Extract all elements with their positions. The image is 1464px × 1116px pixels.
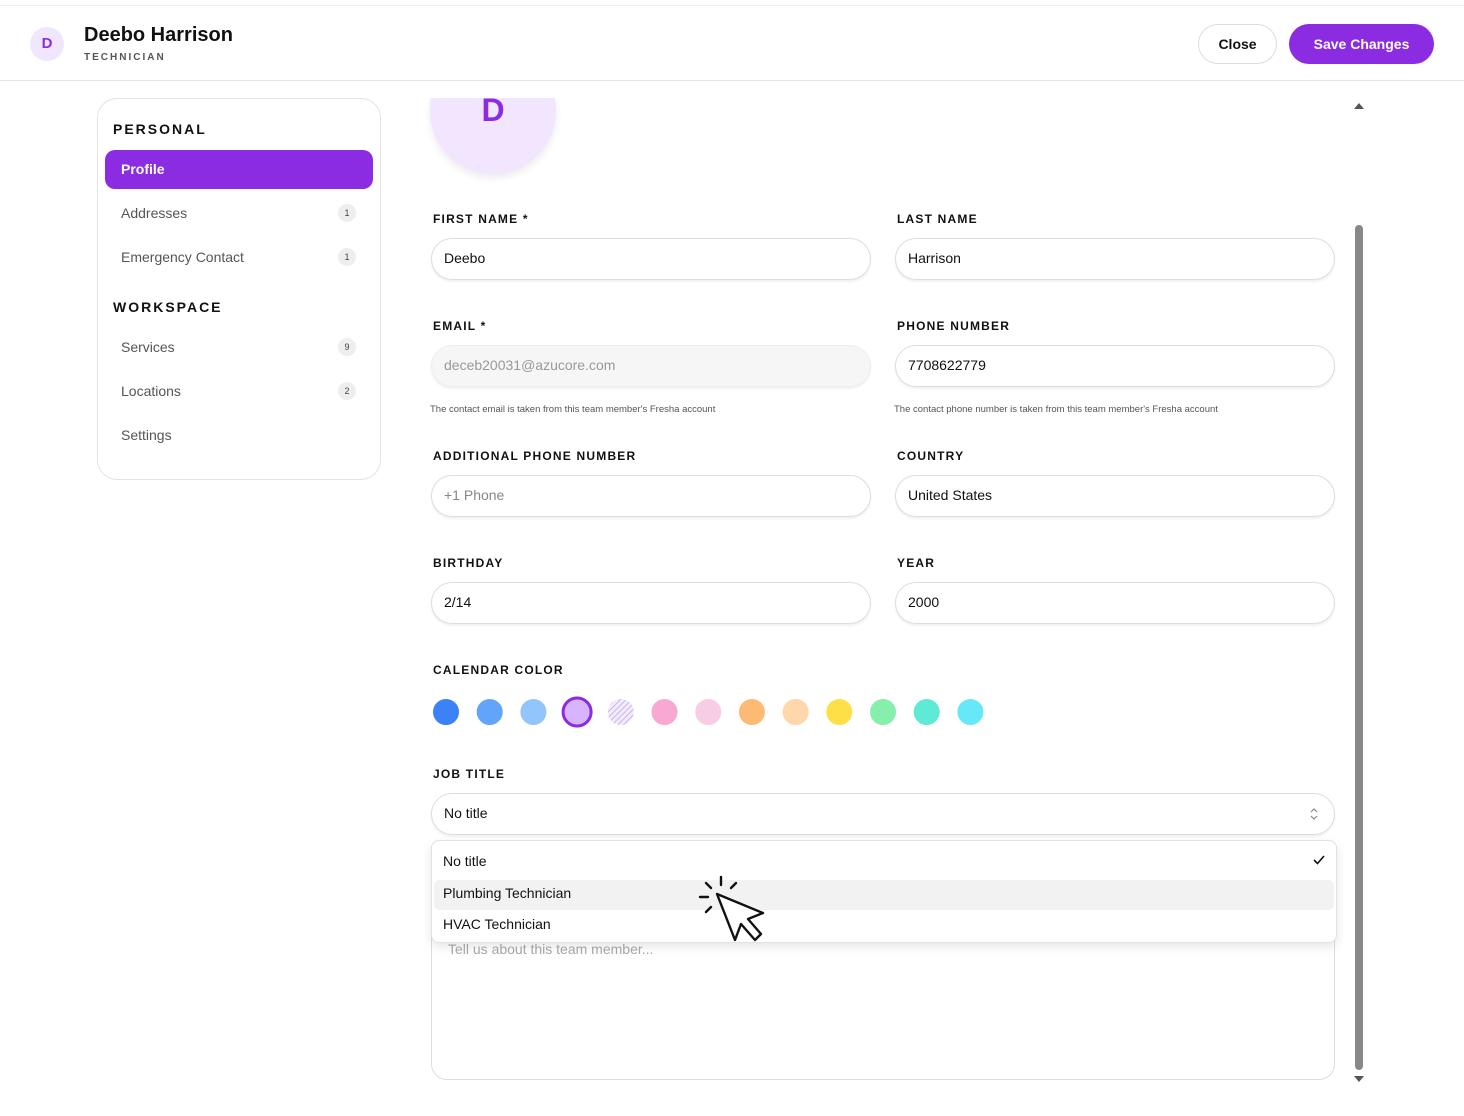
text-input[interactable]: +1 Phone [431, 475, 871, 517]
nav-badge: 9 [338, 338, 356, 356]
field-help: The contact email is taken from this tea… [430, 404, 716, 415]
nav-item[interactable]: Services [121, 339, 175, 355]
top-rule [0, 5, 1464, 6]
job-title-select[interactable]: No title [431, 793, 1335, 835]
dropdown-option[interactable]: No title [443, 853, 487, 869]
input-value: deceb20031@azucore.com [444, 357, 616, 373]
input-placeholder: +1 Phone [444, 487, 505, 503]
member-name: Deebo Harrison [84, 24, 233, 46]
color-label: CALENDAR COLOR [433, 663, 564, 677]
input-value: Harrison [908, 250, 961, 266]
save-button[interactable]: Save Changes [1289, 24, 1434, 64]
input-value: Deebo [444, 250, 486, 266]
dropdown-option[interactable]: HVAC Technician [443, 916, 551, 932]
nav-label: Profile [121, 161, 165, 177]
section-title: WORKSPACE [113, 299, 223, 315]
color-swatch[interactable] [693, 697, 724, 727]
text-input[interactable]: 2000 [895, 582, 1335, 624]
color-swatch[interactable] [736, 697, 767, 727]
nav-item[interactable]: Settings [121, 427, 172, 443]
dropdown-option[interactable]: Plumbing Technician [443, 884, 572, 901]
text-input[interactable]: deceb20031@azucore.com [431, 345, 871, 387]
color-swatch[interactable] [474, 697, 505, 727]
avatar-letter: D [481, 98, 505, 128]
field-label: ADDITIONAL PHONE NUMBER [433, 449, 637, 463]
text-input[interactable]: United States [895, 475, 1335, 517]
check-icon [1313, 855, 1325, 865]
color-swatch[interactable] [561, 696, 593, 728]
color-swatch[interactable] [955, 697, 986, 727]
select-arrows [1310, 808, 1318, 820]
scrollbar [1354, 103, 1364, 1082]
field-label: BIRTHDAY [433, 556, 504, 570]
nav-badge: 2 [338, 382, 356, 400]
color-swatch[interactable] [649, 697, 680, 727]
header-avatar: D [30, 27, 64, 61]
form-viewport: D [390, 98, 1350, 1116]
header-rule [0, 80, 1464, 81]
field-label: COUNTRY [897, 449, 965, 463]
field-label: FIRST NAME * [433, 212, 529, 226]
option-highlight [434, 879, 1334, 910]
nav-item[interactable]: Locations [121, 383, 181, 399]
section-title: PERSONAL [113, 121, 207, 137]
sidebar [97, 98, 381, 480]
job-title-label: JOB TITLE [433, 767, 506, 781]
field-help: The contact phone number is taken from t… [894, 404, 1218, 415]
nav-item[interactable]: Emergency Contact [121, 249, 244, 265]
text-input[interactable]: Deebo [431, 238, 871, 280]
field-label: LAST NAME [897, 212, 978, 226]
input-value: 7708622779 [908, 357, 986, 373]
nav-item[interactable]: Addresses [121, 205, 188, 221]
color-swatch[interactable] [780, 697, 811, 727]
color-swatch[interactable] [605, 697, 636, 727]
input-value: United States [908, 487, 993, 503]
nav-badge: 1 [338, 248, 356, 266]
nav-badge: 1 [338, 204, 356, 222]
color-swatch[interactable] [868, 697, 898, 727]
profile-avatar[interactable]: D [430, 98, 556, 174]
cursor-icon [698, 875, 765, 942]
text-input[interactable]: Harrison [895, 238, 1335, 280]
text-input[interactable]: 2/14 [431, 582, 871, 624]
field-label: EMAIL * [433, 319, 487, 333]
field-label: YEAR [897, 556, 936, 570]
color-swatch[interactable] [824, 697, 855, 727]
input-value: 2000 [908, 594, 940, 610]
color-swatch[interactable] [911, 697, 942, 727]
field-label: PHONE NUMBER [897, 319, 1011, 333]
close-button[interactable]: Close [1198, 24, 1277, 64]
notes-placeholder: Tell us about this team member... [448, 941, 654, 957]
job-title-value: No title [444, 805, 488, 821]
color-swatch[interactable] [431, 697, 461, 727]
nav-item-active[interactable]: Profile [105, 150, 373, 189]
job-title-dropdown: No title Plumbing Technician HVAC Technici… [431, 840, 1337, 943]
input-value: 2/14 [444, 594, 472, 610]
color-swatches [431, 696, 986, 728]
text-input[interactable]: 7708622779 [895, 345, 1335, 387]
member-role: TECHNICIAN [84, 52, 166, 63]
color-swatch[interactable] [518, 697, 549, 727]
